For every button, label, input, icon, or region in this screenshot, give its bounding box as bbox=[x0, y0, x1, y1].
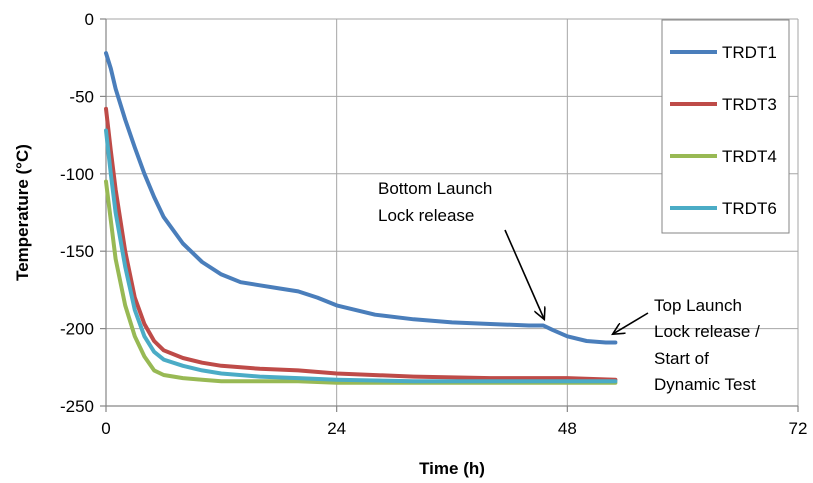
legend-label-trdt6: TRDT6 bbox=[722, 199, 777, 218]
y-tick-label: -250 bbox=[60, 397, 94, 416]
series-lines bbox=[104, 51, 618, 385]
x-axis-title: Time (h) bbox=[419, 459, 485, 478]
annotation-top-launch-text: Dynamic Test bbox=[654, 375, 756, 394]
series-line-trdt3 bbox=[104, 106, 618, 382]
annotation-top-launch-text: Top Launch bbox=[654, 296, 742, 315]
x-tick-label: 72 bbox=[789, 419, 808, 438]
legend: TRDT1 TRDT3 TRDT4 TRDT6 bbox=[661, 19, 790, 234]
y-tick-label: -150 bbox=[60, 242, 94, 261]
x-tick-label: 48 bbox=[558, 419, 577, 438]
annotation-arrow-bottom-launch bbox=[504, 229, 544, 320]
annotation-bottom-launch-text: Lock release bbox=[378, 206, 474, 225]
series-line-trdt1 bbox=[104, 51, 618, 345]
axes bbox=[100, 18, 799, 412]
legend-box bbox=[661, 19, 790, 234]
annotation-arrow-top-launch bbox=[613, 312, 649, 334]
legend-label-trdt4: TRDT4 bbox=[722, 147, 777, 166]
annotation-bottom-launch-text: Bottom Launch bbox=[378, 179, 492, 198]
legend-label-trdt3: TRDT3 bbox=[722, 95, 777, 114]
x-tick-label: 0 bbox=[101, 419, 110, 438]
series-line-trdt4 bbox=[104, 179, 618, 385]
gridlines bbox=[106, 18, 799, 406]
y-tick-label: -100 bbox=[60, 165, 94, 184]
series-line-trdt6 bbox=[104, 128, 618, 384]
legend-label-trdt1: TRDT1 bbox=[722, 43, 777, 62]
y-tick-label: -50 bbox=[69, 87, 94, 106]
x-tick-label: 24 bbox=[327, 419, 346, 438]
y-tick-label: -200 bbox=[60, 320, 94, 339]
annotations: Bottom Launch Lock release Top Launch Lock … bbox=[378, 179, 760, 394]
tick-labels: 0 24 48 72 0 -50 -100 -150 -200 -250 bbox=[60, 10, 807, 438]
annotation-top-launch-text: Lock release / bbox=[654, 322, 760, 341]
y-tick-label: 0 bbox=[85, 10, 94, 29]
annotation-top-launch-text: Start of bbox=[654, 349, 709, 368]
y-axis-title: Temperature (°C) bbox=[13, 144, 32, 281]
